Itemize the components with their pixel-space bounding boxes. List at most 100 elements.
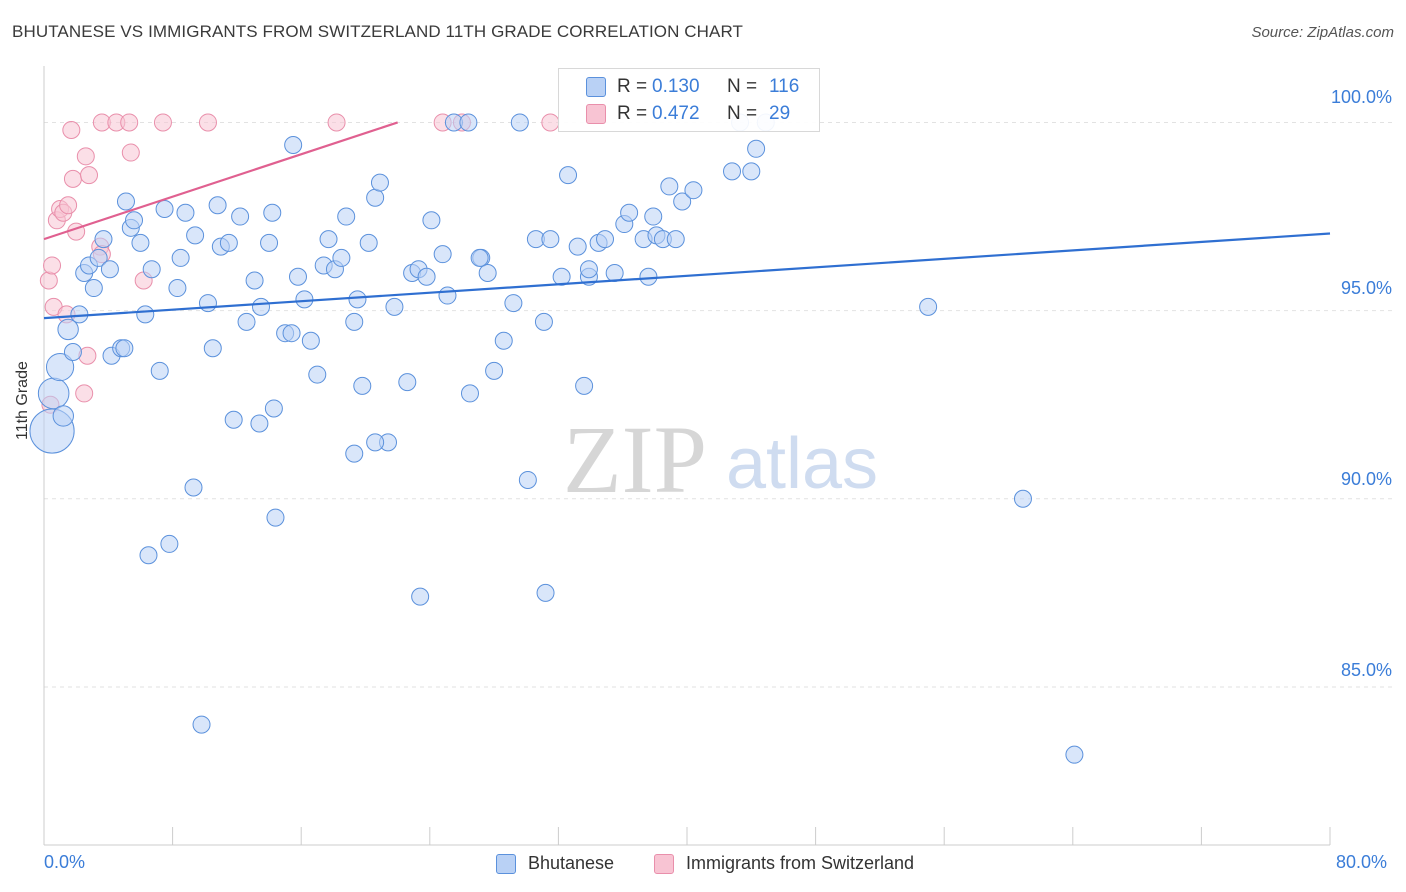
bhutanese-point-77: [552, 267, 571, 286]
legend-r-value: 0.130: [652, 76, 700, 97]
bhutanese-point-106: [160, 534, 179, 553]
trend-line-bhutanese: [43, 232, 1331, 320]
bhutanese-point-43: [301, 331, 320, 350]
legend-swatch-blue: [586, 77, 606, 97]
bhutanese-point-36: [260, 233, 279, 252]
bhutanese-point-18: [131, 233, 150, 252]
bhutanese-point-61: [417, 267, 436, 286]
y-tick-label-90: 90.0%: [1340, 469, 1392, 489]
bhutanese-point-110: [224, 410, 243, 429]
bhutanese-point-102: [1013, 489, 1032, 508]
bhutanese-point-55: [370, 173, 389, 192]
bhutanese-point-115: [536, 583, 555, 602]
bhutanese-point-69: [485, 361, 504, 380]
bhutanese-point-64: [438, 286, 457, 305]
switzerland-point-25: [327, 113, 346, 132]
bhutanese-point-22: [155, 200, 174, 219]
grid-lines: [44, 121, 1394, 688]
bhutanese-point-84: [605, 263, 624, 282]
switzerland-point-9: [62, 120, 81, 139]
bhutanese-point-1: [37, 377, 70, 410]
legend-r-value: 0.472: [652, 103, 700, 124]
switzerland-point-12: [75, 384, 94, 403]
bhutanese-point-49: [337, 207, 356, 226]
bhutanese-point-73: [518, 470, 537, 489]
bhutanese-point-9: [84, 279, 103, 298]
bhutanese-point-118: [252, 297, 271, 316]
bhutanese-point-101: [919, 297, 938, 316]
axes: [43, 66, 1331, 846]
bottom-legend-swatch-blue: [496, 854, 516, 874]
bhutanese-point-54: [366, 188, 385, 207]
switzerland-point-2: [43, 256, 62, 275]
bhutanese-point-95: [684, 181, 703, 200]
bhutanese-point-88: [639, 267, 658, 286]
bhutanese-point-92: [660, 177, 679, 196]
bhutanese-point-46: [319, 230, 338, 249]
bhutanese-point-28: [203, 339, 222, 358]
bhutanese-point-103: [1065, 745, 1084, 764]
bhutanese-point-80: [575, 376, 594, 395]
bhutanese-point-33: [237, 312, 256, 331]
bhutanese-point-89: [644, 207, 663, 226]
bhutanese-point-34: [245, 271, 264, 290]
series-bhutanese: [29, 113, 1084, 764]
bhutanese-point-24: [171, 248, 190, 267]
bhutanese-point-109: [266, 508, 285, 527]
bhutanese-point-42: [295, 290, 314, 309]
legend-r-label: R =: [617, 103, 648, 124]
bhutanese-point-40: [284, 136, 303, 155]
trend-lines: [43, 121, 1331, 320]
bhutanese-point-86: [620, 203, 639, 222]
bhutanese-point-111: [282, 324, 301, 343]
legend-r-label: R =: [617, 76, 648, 97]
bhutanese-point-29: [208, 196, 227, 215]
bhutanese-point-57: [385, 297, 404, 316]
bhutanese-point-26: [186, 226, 205, 245]
legend-row-switzerland: R = 0.472 N = 29: [559, 102, 819, 126]
bhutanese-point-94: [673, 192, 692, 211]
bhutanese-point-53: [359, 233, 378, 252]
bhutanese-point-96: [723, 162, 742, 181]
bhutanese-point-62: [422, 211, 441, 230]
bhutanese-point-63: [433, 245, 452, 264]
bhutanese-point-38: [264, 399, 283, 418]
bhutanese-point-15: [116, 192, 135, 211]
bhutanese-point-98: [742, 162, 761, 181]
y-tick-label-85: 85.0%: [1340, 660, 1392, 680]
bhutanese-point-68: [478, 263, 497, 282]
legend-swatch-pink: [586, 104, 606, 124]
watermark-atlas: atlas: [726, 424, 878, 504]
chart-title: BHUTANESE VS IMMIGRANTS FROM SWITZERLAND…: [12, 22, 744, 41]
bhutanese-point-116: [460, 384, 479, 403]
bhutanese-point-41: [288, 267, 307, 286]
bhutanese-point-32: [231, 207, 250, 226]
bhutanese-point-66: [459, 113, 478, 132]
bottom-legend-swatch-pink: [654, 854, 674, 874]
bhutanese-point-21: [150, 361, 169, 380]
bhutanese-point-31: [219, 233, 238, 252]
bottom-legend-label: Bhutanese: [528, 853, 615, 873]
bhutanese-point-93: [666, 230, 685, 249]
legend-n-label: N =: [727, 76, 758, 97]
bhutanese-point-112: [345, 444, 364, 463]
bhutanese-point-76: [541, 230, 560, 249]
bhutanese-point-35: [250, 414, 269, 433]
bhutanese-point-19: [136, 305, 155, 324]
switzerland-point-21: [121, 143, 140, 162]
bhutanese-point-117: [470, 248, 489, 267]
bhutanese-point-105: [139, 546, 158, 565]
bhutanese-point-37: [263, 203, 282, 222]
bhutanese-point-58: [398, 373, 417, 392]
switzerland-point-13: [76, 147, 95, 166]
bhutanese-point-72: [510, 113, 529, 132]
switzerland-point-28: [541, 113, 560, 132]
switzerland-point-8: [59, 196, 78, 215]
bhutanese-point-17: [125, 211, 144, 230]
watermark-zip: ZIP: [563, 406, 707, 513]
bhutanese-point-10: [89, 248, 108, 267]
bhutanese-point-25: [176, 203, 195, 222]
bhutanese-point-5: [63, 343, 82, 362]
bhutanese-point-107: [184, 478, 203, 497]
switzerland-point-0: [39, 271, 58, 290]
